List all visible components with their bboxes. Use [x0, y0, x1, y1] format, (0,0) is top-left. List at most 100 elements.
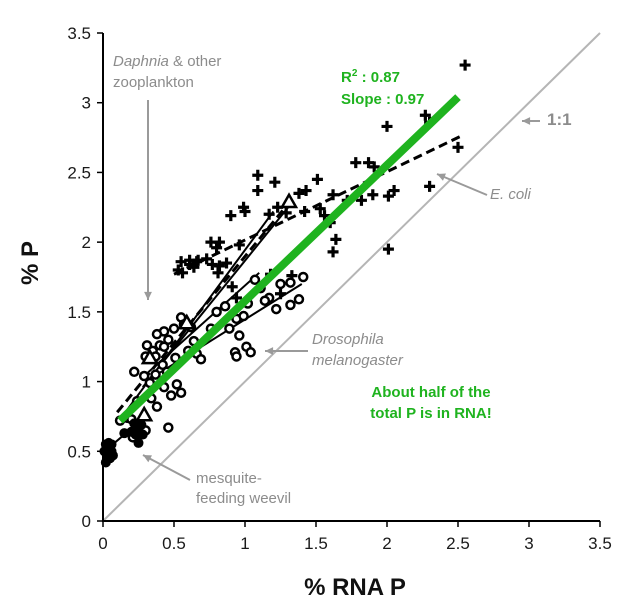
data-point-0-1 [419, 109, 431, 121]
data-point-3-14 [130, 429, 141, 440]
data-point-0-50 [230, 292, 242, 304]
data-point-2-18 [219, 301, 231, 312]
data-point-1-35 [195, 354, 207, 365]
r2-label: R2 : 0.87 [341, 68, 400, 86]
y-tick-label-3: 1.5 [67, 303, 91, 322]
data-point-3-7 [103, 437, 114, 448]
data-point-1-37 [141, 340, 153, 351]
x-tick-label-7: 3.5 [588, 534, 612, 553]
weevil-arrow [142, 454, 191, 481]
x-tick-label-6: 3 [524, 534, 533, 553]
data-point-1-17 [171, 379, 183, 390]
data-point-0-39 [221, 257, 233, 269]
y-tick-label-7: 3.5 [67, 24, 91, 43]
series-0 [172, 59, 471, 307]
x-tick-label-2: 1 [240, 534, 249, 553]
data-point-0-16 [327, 189, 339, 201]
data-point-0-27 [314, 203, 326, 215]
data-point-0-30 [330, 233, 342, 245]
data-point-0-0 [459, 59, 471, 71]
data-point-0-15 [367, 189, 379, 201]
data-point-0-51 [226, 281, 238, 293]
weevil-arrow-head [143, 455, 152, 463]
data-point-1-3 [168, 323, 180, 334]
data-point-3-16 [133, 437, 144, 448]
daphnia-label: Daphnia & other [113, 53, 221, 70]
data-point-0-12 [252, 185, 264, 197]
y-tick-label-5: 2.5 [67, 163, 91, 182]
data-point-4-0 [279, 192, 299, 209]
ecoli-arrow [436, 173, 488, 196]
data-point-0-55 [212, 267, 224, 279]
data-point-0-49 [233, 239, 245, 251]
data-point-1-24 [151, 401, 163, 412]
y-tick-label-1: 0.5 [67, 442, 91, 461]
drosophila-label-line1: Drosophila [312, 331, 384, 348]
data-point-0-47 [177, 267, 189, 279]
x-tick-label-1: 0.5 [162, 534, 186, 553]
data-point-1-20 [128, 366, 140, 378]
data-point-0-41 [206, 258, 218, 270]
data-point-0-9 [311, 173, 323, 185]
data-point-0-3 [381, 120, 393, 132]
data-point-2-1 [285, 277, 296, 288]
data-point-0-45 [188, 261, 200, 273]
drosophila-arrow-head [265, 347, 274, 355]
ecoli-arrow-head [437, 173, 446, 181]
data-point-2-12 [224, 323, 235, 334]
zooplankton-label: zooplankton [113, 74, 194, 91]
data-point-1-14 [150, 369, 161, 380]
ecoli-label: E. coli [490, 186, 532, 203]
x-tick-label-4: 2 [382, 534, 391, 553]
weevil-label-line2: feeding weevil [196, 490, 291, 507]
data-point-0-56 [192, 254, 204, 266]
data-point-0-31 [327, 246, 339, 258]
data-point-1-8 [158, 341, 170, 352]
data-point-1-31 [163, 422, 174, 433]
data-point-2-16 [245, 347, 256, 358]
r2-value: : 0.87 [357, 69, 400, 86]
data-point-0-7 [452, 141, 464, 153]
one-to-one-arrow [522, 117, 540, 125]
x-tick-label-3: 1.5 [304, 534, 328, 553]
data-point-2-19 [238, 310, 249, 322]
data-point-1-21 [138, 370, 150, 382]
y-tick-label-2: 1 [82, 373, 91, 392]
data-point-2-17 [231, 351, 242, 362]
x-axis-title: % RNA P [304, 574, 406, 601]
data-point-2-13 [234, 330, 245, 341]
data-point-1-5 [151, 328, 163, 340]
fit-line-0 [173, 134, 462, 276]
daphnia-label-rest: & other [169, 53, 222, 70]
data-point-0-5 [350, 157, 362, 169]
data-point-3-15 [137, 429, 148, 440]
data-point-0-53 [275, 288, 286, 300]
data-point-0-18 [355, 194, 367, 206]
data-point-0-13 [300, 185, 312, 197]
data-point-3-9 [107, 450, 118, 461]
data-point-0-28 [319, 210, 331, 222]
data-point-0-10 [252, 169, 264, 181]
data-point-2-0 [297, 271, 309, 283]
data-point-0-37 [211, 242, 223, 254]
data-point-0-20 [382, 190, 394, 202]
data-point-2-3 [249, 274, 261, 286]
y-tick-label-0: 0 [82, 512, 91, 531]
drosophila-label-line2: melanogaster [312, 352, 404, 369]
fit-line-5 [144, 272, 260, 376]
data-point-0-36 [213, 236, 225, 248]
data-point-0-19 [388, 185, 400, 197]
data-point-0-14 [293, 187, 305, 199]
fit-line-3 [116, 210, 275, 424]
data-point-0-26 [299, 205, 311, 217]
slope-label: Slope : 0.97 [341, 91, 424, 108]
y-tick-label-6: 3 [82, 94, 91, 113]
data-point-2-2 [275, 278, 286, 290]
weevil-label-line1: mesquite- [196, 470, 262, 487]
x-tick-label-5: 2.5 [446, 534, 470, 553]
data-point-3-8 [99, 446, 110, 457]
data-point-2-9 [259, 295, 271, 306]
y-axis-title: % P [17, 241, 44, 285]
data-point-2-6 [293, 294, 305, 305]
